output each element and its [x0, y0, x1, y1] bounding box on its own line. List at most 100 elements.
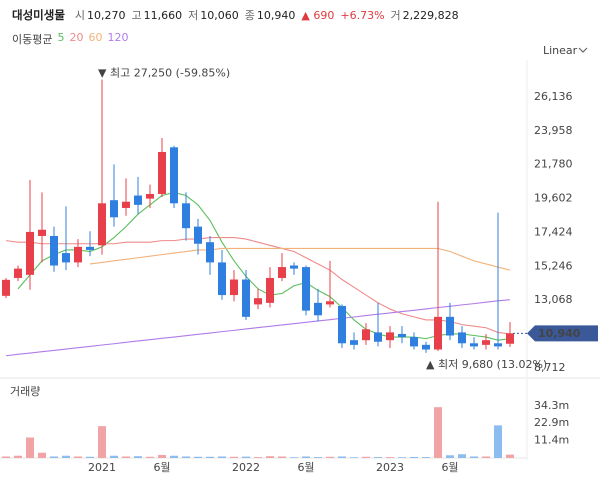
volume-bar	[302, 456, 310, 458]
price-badge-label: 10,940	[538, 327, 581, 340]
header-item: 저 10,060	[188, 7, 239, 23]
candle-body	[182, 203, 190, 229]
volume-bar	[362, 456, 370, 458]
candle-body	[254, 298, 262, 305]
y-tick-label: 21,780	[534, 158, 573, 171]
x-tick-label: 6월	[153, 461, 170, 474]
header-value: 10,940	[256, 9, 296, 22]
candle-body	[410, 337, 418, 347]
candle-body	[26, 231, 34, 275]
header-item: ▲ 690	[301, 9, 334, 22]
header-value: +6.73%	[340, 9, 385, 22]
scale-selector[interactable]: Linear	[543, 44, 578, 57]
volume-bar	[74, 456, 82, 458]
legend-entry: 60	[88, 31, 103, 44]
volume-bar	[470, 456, 478, 458]
ma-label: 이동평균	[12, 33, 53, 46]
candle-body	[494, 343, 502, 347]
candle-body	[74, 246, 82, 263]
volume-bar	[2, 456, 10, 458]
volume-bar	[482, 456, 490, 458]
ma-legend: 이동평균 5 20 60 120	[12, 31, 128, 47]
candle-body	[458, 332, 466, 344]
header-label: 종	[244, 9, 255, 22]
candle-body	[422, 344, 430, 350]
dropdown-chevron[interactable]	[578, 47, 588, 53]
volume-bar	[50, 456, 58, 458]
low-annotation: ▲ 최저 9,680 (13.02%)	[426, 358, 547, 371]
candle-body	[446, 316, 454, 336]
candle-body	[158, 151, 166, 194]
volume-bar	[326, 456, 334, 458]
header-label: 거	[390, 9, 401, 22]
candle-body	[86, 246, 94, 250]
volume-bar	[230, 456, 238, 458]
volume-bar	[374, 457, 382, 458]
header-value: 11,660	[143, 9, 183, 22]
volume-bar	[266, 456, 274, 458]
volume-bar	[446, 455, 454, 458]
header-item: 고 11,660	[132, 7, 183, 23]
volume-bar	[350, 457, 358, 458]
volume-bar	[206, 456, 214, 458]
volume-bar	[170, 455, 178, 458]
candle-body	[146, 193, 154, 199]
volume-title: 거래량	[10, 385, 40, 398]
volume-tick-label: 22.9m	[534, 416, 569, 429]
candle-body	[134, 195, 142, 205]
candle-body	[434, 316, 442, 350]
volume-bar	[410, 456, 418, 458]
candle-body	[362, 329, 370, 341]
x-tick-label: 2023	[376, 461, 404, 474]
volume-bar	[182, 456, 190, 458]
legend-entry: 5	[57, 31, 65, 44]
candle-body	[386, 332, 394, 341]
candle-body	[398, 333, 406, 338]
volume-bar	[14, 455, 22, 458]
ma-line	[17, 191, 511, 341]
y-tick-label: 8,712	[534, 361, 566, 374]
candle-body	[2, 279, 10, 296]
volume-bar	[386, 457, 394, 458]
ma-line	[89, 247, 511, 271]
stock-name: 대성미생물	[12, 8, 65, 22]
volume-bar	[254, 457, 262, 458]
volume-bar	[398, 457, 406, 458]
candle-body	[506, 333, 514, 344]
candle-body	[14, 268, 22, 278]
header-value: 10,060	[200, 9, 239, 22]
candle-body	[326, 301, 334, 305]
x-tick-label: 2021	[88, 461, 116, 474]
candle-body	[242, 279, 250, 317]
candle-body	[482, 340, 490, 345]
candle-body	[62, 253, 70, 263]
y-tick-label: 13,068	[534, 293, 573, 306]
volume-bar	[434, 407, 442, 458]
candle-body	[374, 332, 382, 342]
y-tick-label: 19,602	[534, 192, 573, 205]
header-item: 거 2,229,828	[391, 7, 459, 23]
header-value: ▲ 690	[301, 9, 335, 22]
volume-bar	[458, 454, 466, 458]
volume-bar	[194, 456, 202, 458]
volume-bar	[26, 437, 34, 458]
volume-bar	[218, 456, 226, 458]
candle-body	[38, 229, 46, 236]
volume-bar	[110, 455, 118, 458]
candle-body	[350, 340, 358, 345]
volume-bar	[242, 456, 250, 458]
candle-body	[278, 267, 286, 278]
header: 대성미생물 시 10,270 고 11,660 저 10,060 종 10,940 ▲ 690 +…	[12, 7, 459, 23]
volume-bar	[86, 456, 94, 458]
candle-body	[230, 279, 238, 296]
candle-body	[302, 267, 310, 311]
header-label: 고	[131, 9, 142, 22]
y-tick-label: 26,136	[534, 90, 573, 103]
header-value: 2,229,828	[402, 9, 459, 22]
volume-bar	[62, 455, 70, 458]
candle-body	[50, 235, 58, 266]
volume-tick-label: 34.3m	[534, 399, 569, 412]
y-tick-label: 15,246	[534, 259, 573, 272]
y-tick-label: 23,958	[534, 124, 573, 137]
